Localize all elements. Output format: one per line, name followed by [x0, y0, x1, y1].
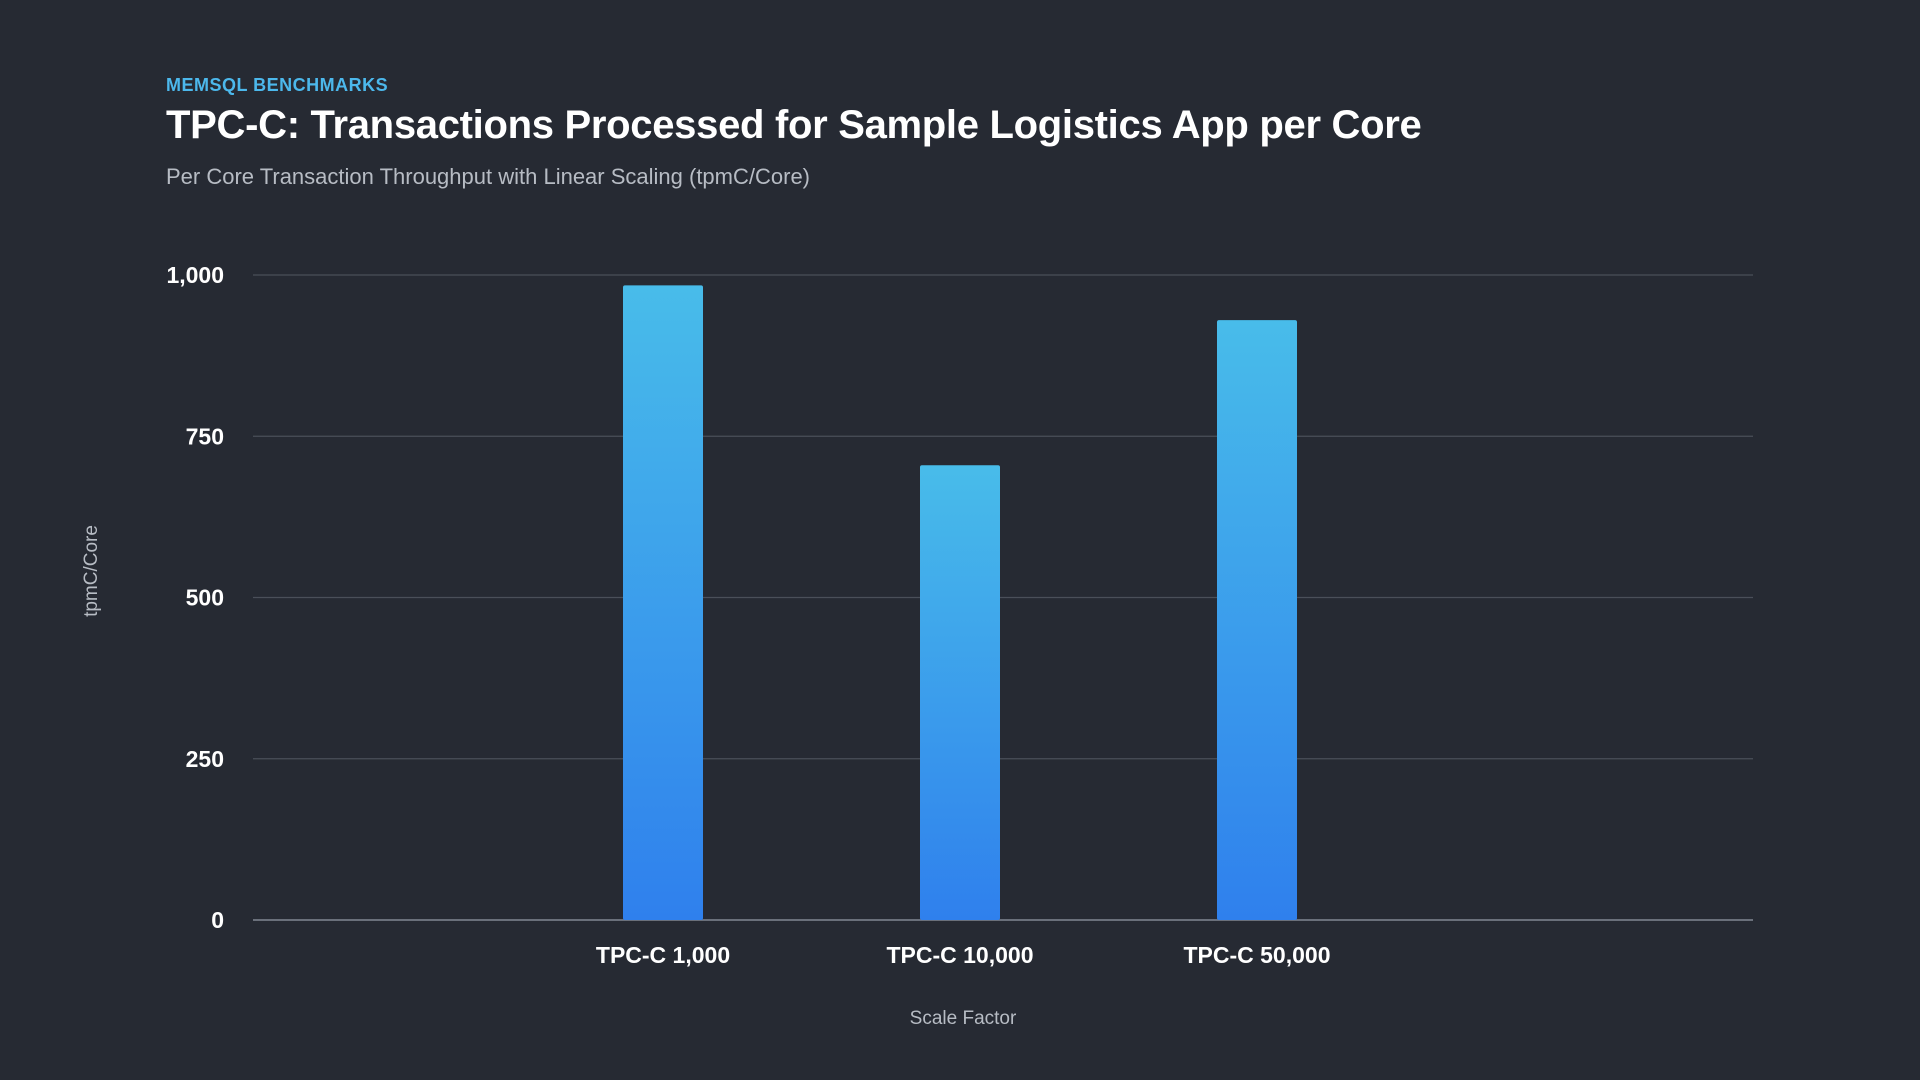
bar: [920, 465, 1000, 920]
y-axis-ticks: 0 250 500 750 1,000: [166, 262, 224, 933]
y-tick-label: 0: [211, 907, 224, 933]
bar: [1217, 320, 1297, 920]
bar: [623, 285, 703, 920]
y-axis-title: tpmC/Core: [81, 525, 102, 617]
x-tick-label: TPC-C 1,000: [596, 942, 730, 968]
y-tick-label: 250: [186, 746, 224, 772]
y-tick-label: 1,000: [166, 262, 224, 288]
x-axis-ticks: TPC-C 1,000 TPC-C 10,000 TPC-C 50,000: [596, 942, 1331, 968]
x-tick-label: TPC-C 50,000: [1183, 942, 1330, 968]
y-tick-label: 500: [186, 585, 224, 611]
chart-title: TPC-C: Transactions Processed for Sample…: [166, 103, 1422, 147]
gridlines: [253, 274, 1753, 921]
y-tick-label: 750: [186, 423, 224, 449]
chart-subtitle: Per Core Transaction Throughput with Lin…: [166, 164, 811, 189]
eyebrow-label: MEMSQL BENCHMARKS: [166, 75, 389, 95]
x-tick-label: TPC-C 10,000: [886, 942, 1033, 968]
x-axis-title: Scale Factor: [910, 1008, 1017, 1029]
bars: [623, 285, 1297, 920]
